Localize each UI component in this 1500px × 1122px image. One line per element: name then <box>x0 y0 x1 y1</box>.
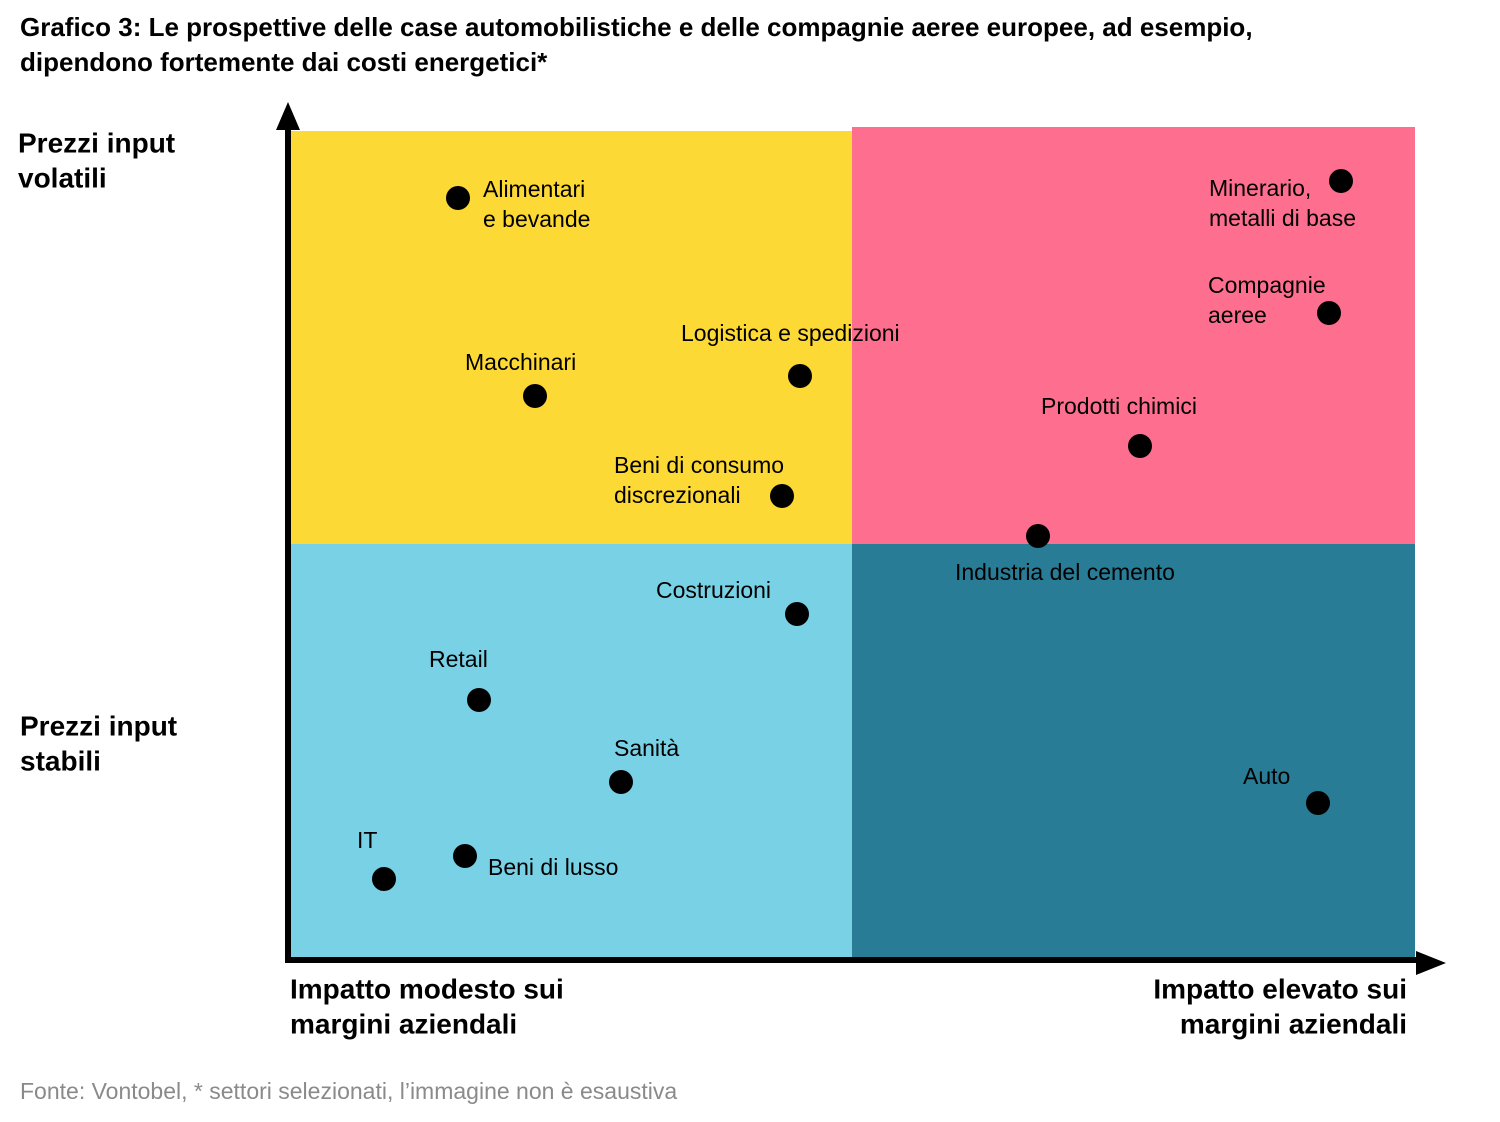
title-line: dipendono fortemente dai costi energetic… <box>20 47 548 77</box>
node-dot <box>609 770 633 794</box>
node-dot <box>1026 524 1050 548</box>
quadrant-lightblue <box>291 544 852 957</box>
node-dot <box>523 384 547 408</box>
node-label: Minerario, <box>1209 175 1311 201</box>
node: Sanità <box>609 735 679 794</box>
x-arrow <box>1416 951 1446 975</box>
node-label: IT <box>357 827 377 853</box>
node: Logistica e spedizioni <box>681 320 900 388</box>
node: Alimentari e bevande <box>446 176 590 232</box>
y-axis-label: Prezzi input <box>20 710 177 741</box>
node-label: Beni di consumo <box>614 452 784 478</box>
node-label: Macchinari <box>465 349 576 375</box>
node: IT <box>357 827 396 891</box>
title-line: Grafico 3: Le prospettive delle case aut… <box>20 12 1253 42</box>
quadrant-pink <box>852 127 1415 544</box>
y-axis-label: volatili <box>18 162 107 193</box>
node-label: discrezionali <box>614 482 741 508</box>
node: Beni di consumo discrezionali <box>614 452 794 508</box>
source: Fonte: Vontobel, * settori selezionati, … <box>20 1078 677 1104</box>
y-arrow <box>276 102 300 130</box>
x-axis-label: margini aziendali <box>290 1008 517 1039</box>
node-dot <box>788 364 812 388</box>
node: Macchinari <box>465 349 576 408</box>
node-dot <box>1306 791 1330 815</box>
node: Beni di lusso <box>453 844 618 880</box>
x-axis-label: margini aziendali <box>1180 1008 1407 1039</box>
node-dot <box>770 484 794 508</box>
node: Compagnie aeree <box>1208 272 1341 328</box>
node-label: Prodotti chimici <box>1041 393 1197 419</box>
node-label: Industria del cemento <box>955 559 1175 585</box>
node-dot <box>467 688 491 712</box>
x-axis-label: Impatto modesto sui <box>290 973 564 1004</box>
node-dot <box>1329 169 1353 193</box>
node-dot <box>1317 301 1341 325</box>
node-label: Auto <box>1243 763 1290 789</box>
node-label: Retail <box>429 646 488 672</box>
node-label: Beni di lusso <box>488 854 618 880</box>
node: Auto <box>1243 763 1330 815</box>
node-label: Costruzioni <box>656 577 771 603</box>
quadrant-yellow <box>291 131 852 544</box>
quadrant-teal <box>852 544 1415 957</box>
x-axis-label: Impatto elevato sui <box>1153 973 1407 1004</box>
node: Minerario, metalli di base <box>1209 169 1356 231</box>
node-label: Sanità <box>614 735 679 761</box>
node-dot <box>372 867 396 891</box>
node-label: aeree <box>1208 302 1267 328</box>
node: Retail <box>429 646 491 712</box>
node-label: Alimentari <box>483 176 585 202</box>
node-dot <box>785 602 809 626</box>
node: Costruzioni <box>656 577 809 626</box>
node-label: Compagnie <box>1208 272 1326 298</box>
node: Prodotti chimici <box>1041 393 1197 458</box>
node-dot <box>446 186 470 210</box>
node: Industria del cemento <box>955 524 1175 585</box>
y-axis-label: stabili <box>20 745 101 776</box>
node-dot <box>1128 434 1152 458</box>
node-label: metalli di base <box>1209 205 1356 231</box>
y-axis-label: Prezzi input <box>18 127 175 158</box>
node-dot <box>453 844 477 868</box>
node-label: e bevande <box>483 206 590 232</box>
node-label: Logistica e spedizioni <box>681 320 900 346</box>
